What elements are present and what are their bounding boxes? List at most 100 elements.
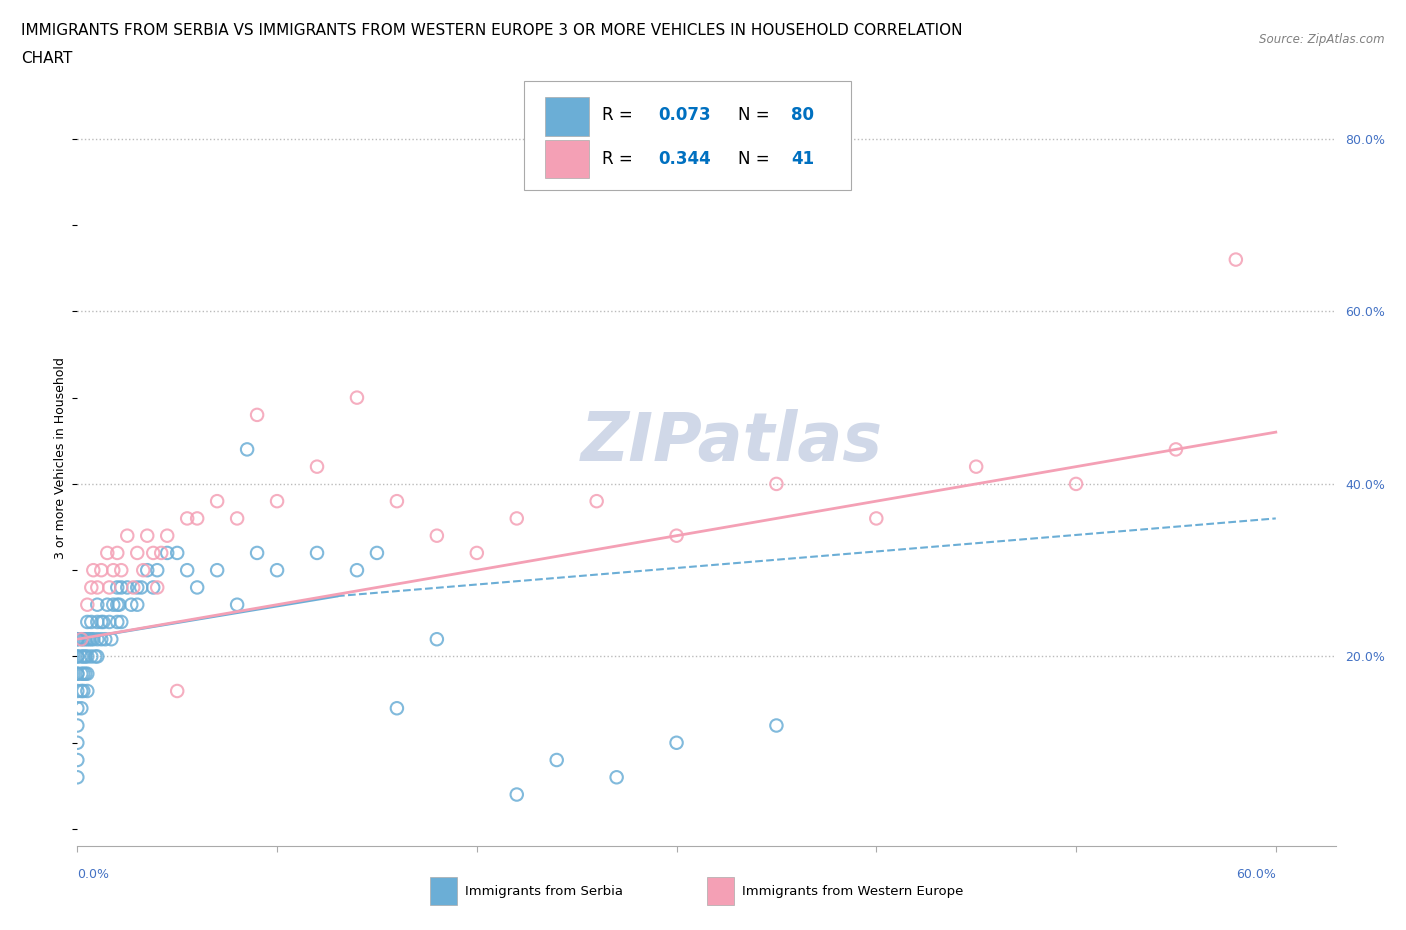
Point: [76, 684, 98, 698]
Point: [426, 631, 449, 646]
Point: [72, 649, 94, 664]
Text: R =: R =: [602, 150, 638, 168]
Point: [186, 511, 208, 525]
Point: [86, 649, 108, 664]
Text: N =: N =: [738, 150, 775, 168]
Point: [76, 631, 98, 646]
Point: [305, 459, 328, 474]
Point: [665, 528, 688, 543]
Point: [142, 546, 165, 561]
Point: [103, 597, 125, 612]
Text: 80: 80: [790, 106, 814, 124]
Point: [156, 528, 179, 543]
Point: [176, 563, 198, 578]
Point: [80, 631, 103, 646]
Point: [86, 631, 108, 646]
Point: [91, 615, 114, 630]
Point: [66, 631, 89, 646]
Point: [76, 597, 98, 612]
Point: [72, 666, 94, 681]
Point: [246, 407, 269, 422]
Point: [236, 442, 259, 457]
Point: [66, 718, 89, 733]
Point: [72, 684, 94, 698]
Point: [105, 597, 128, 612]
Point: [132, 563, 155, 578]
Point: [205, 494, 228, 509]
Point: [117, 580, 139, 595]
Text: Immigrants from Western Europe: Immigrants from Western Europe: [742, 884, 963, 897]
Text: Source: ZipAtlas.com: Source: ZipAtlas.com: [1260, 33, 1385, 46]
Point: [66, 631, 89, 646]
FancyBboxPatch shape: [524, 82, 851, 190]
Point: [426, 528, 449, 543]
Point: [105, 546, 128, 561]
Point: [105, 580, 128, 595]
Point: [205, 563, 228, 578]
Point: [266, 563, 288, 578]
Point: [166, 546, 188, 561]
Point: [75, 666, 97, 681]
Point: [110, 580, 132, 595]
Point: [96, 546, 118, 561]
Point: [72, 631, 94, 646]
Point: [385, 494, 408, 509]
Point: [70, 666, 93, 681]
Point: [66, 736, 89, 751]
Point: [66, 666, 89, 681]
Point: [665, 736, 688, 751]
Point: [1064, 476, 1087, 491]
Text: CHART: CHART: [21, 51, 73, 66]
Point: [246, 546, 269, 561]
Point: [146, 563, 169, 578]
Point: [84, 649, 107, 664]
Point: [66, 752, 89, 767]
Text: 60.0%: 60.0%: [1236, 868, 1275, 881]
Point: [70, 649, 93, 664]
Point: [90, 615, 112, 630]
Point: [82, 631, 104, 646]
Text: 0.0%: 0.0%: [77, 868, 110, 881]
Point: [166, 684, 188, 698]
Point: [156, 546, 179, 561]
Bar: [546, 140, 589, 179]
Point: [142, 580, 165, 595]
Point: [186, 580, 208, 595]
Point: [127, 546, 149, 561]
Point: [346, 391, 368, 405]
Point: [86, 615, 108, 630]
Point: [76, 666, 98, 681]
Bar: [430, 877, 457, 905]
Point: [266, 494, 288, 509]
Point: [70, 701, 93, 716]
Point: [108, 597, 131, 612]
Bar: [546, 97, 589, 136]
Point: [546, 752, 568, 767]
Point: [150, 546, 173, 561]
Point: [346, 563, 368, 578]
Text: IMMIGRANTS FROM SERBIA VS IMMIGRANTS FROM WESTERN EUROPE 3 OR MORE VEHICLES IN H: IMMIGRANTS FROM SERBIA VS IMMIGRANTS FRO…: [21, 23, 963, 38]
Point: [765, 476, 787, 491]
Point: [80, 615, 103, 630]
Point: [136, 528, 159, 543]
Point: [965, 459, 987, 474]
Text: ZIPatlas: ZIPatlas: [581, 409, 883, 475]
Point: [127, 580, 149, 595]
Point: [86, 580, 108, 595]
Point: [98, 580, 121, 595]
Point: [506, 511, 529, 525]
Point: [75, 631, 97, 646]
Point: [96, 597, 118, 612]
Text: 41: 41: [790, 150, 814, 168]
Point: [94, 631, 117, 646]
Point: [366, 546, 388, 561]
Point: [120, 597, 142, 612]
Point: [1225, 252, 1247, 267]
Point: [585, 494, 607, 509]
Point: [66, 701, 89, 716]
Bar: [707, 877, 734, 905]
Point: [110, 615, 132, 630]
Point: [865, 511, 887, 525]
Point: [80, 580, 103, 595]
Point: [90, 631, 112, 646]
